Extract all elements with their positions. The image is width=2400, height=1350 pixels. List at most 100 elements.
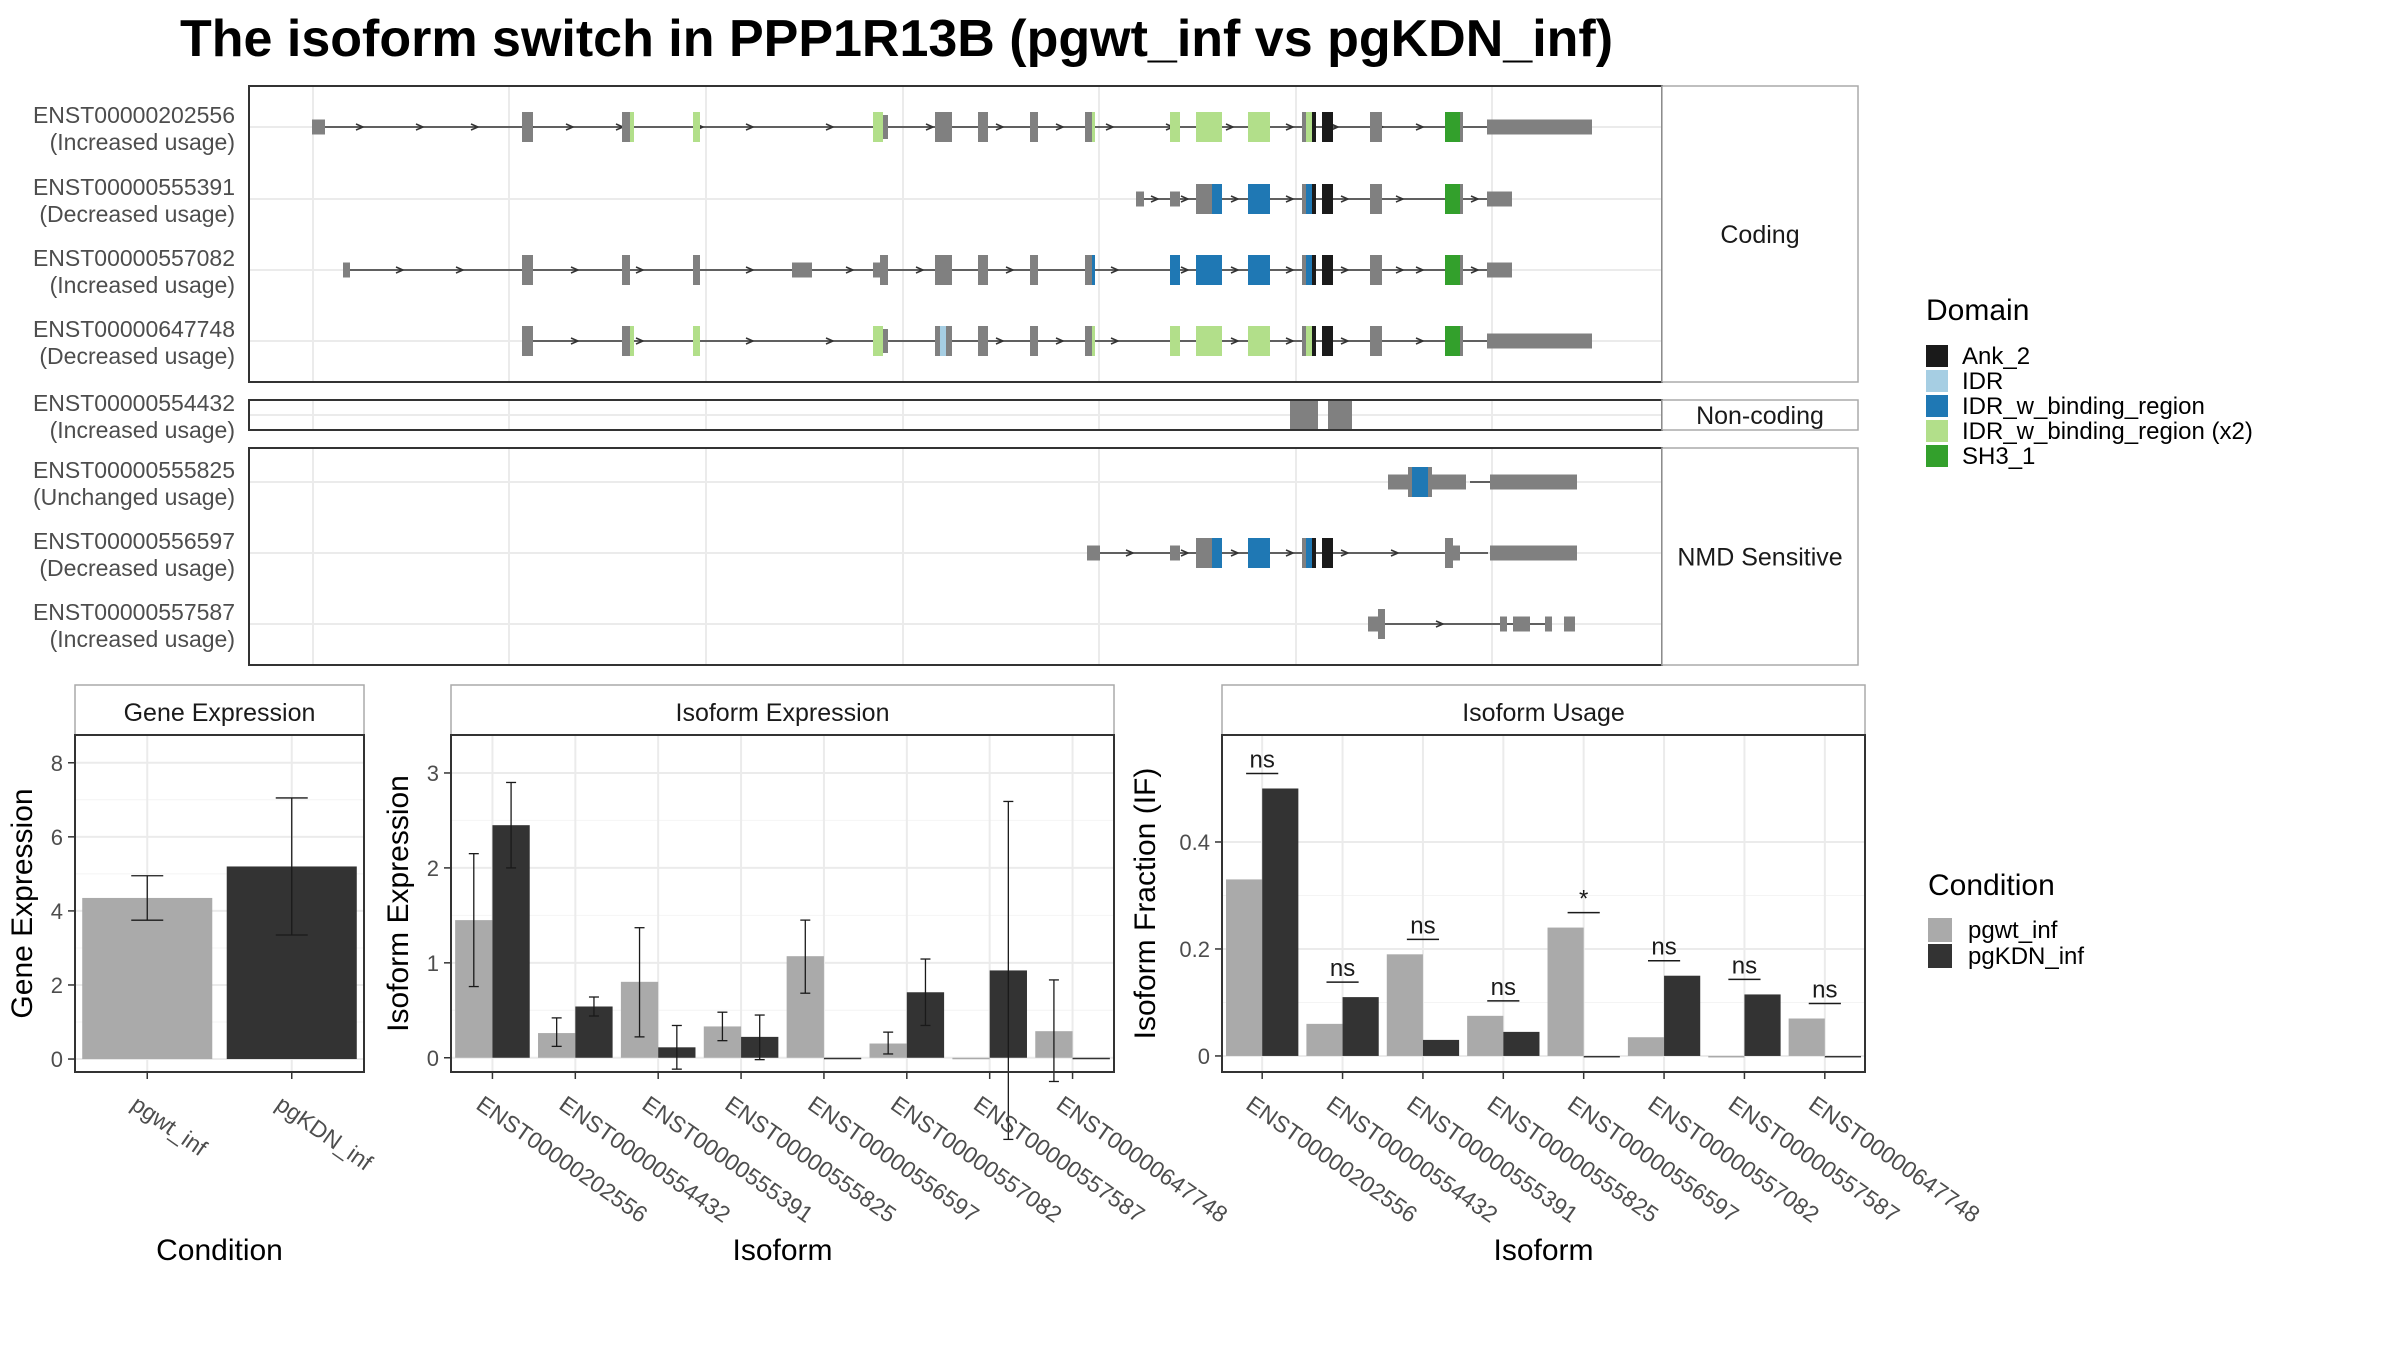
condition-legend-key bbox=[1928, 944, 1952, 968]
transcript-ENST00000557082: ENST00000557082(Increased usage) bbox=[33, 245, 1512, 298]
exon-block bbox=[622, 326, 630, 356]
transcript-group: ENST00000555825(Unchanged usage)ENST0000… bbox=[33, 447, 1859, 666]
x-axis-title: Condition bbox=[156, 1234, 283, 1267]
domain-legend-label: Ank_2 bbox=[1962, 343, 2030, 370]
exon-block bbox=[1248, 112, 1270, 142]
strand-arrow bbox=[1340, 337, 1350, 345]
x-tick-label: pgKDN_inf bbox=[271, 1091, 378, 1176]
exon-block bbox=[1370, 112, 1382, 142]
domain-legend: Domain Ank_2IDRIDR_w_binding_regionIDR_w… bbox=[1926, 294, 2253, 470]
domain-legend-key bbox=[1926, 445, 1948, 467]
strand-arrow bbox=[395, 266, 405, 274]
exon-block bbox=[1453, 545, 1460, 561]
transcript-id-label: ENST00000647748 bbox=[33, 316, 235, 342]
transcript-structure-panel: ENST00000202556 (Increased usage) ENST0000… bbox=[33, 85, 1859, 666]
strand-arrow bbox=[1125, 549, 1135, 557]
bar bbox=[1627, 1037, 1665, 1056]
exon-block bbox=[522, 255, 533, 285]
exon-block bbox=[1564, 616, 1575, 632]
bar bbox=[1708, 1055, 1745, 1058]
exon-block bbox=[1248, 326, 1270, 356]
strand-arrow bbox=[1110, 337, 1120, 345]
strand-arrow bbox=[415, 123, 425, 131]
exon-block bbox=[1248, 255, 1270, 285]
strand-arrow bbox=[1415, 266, 1425, 274]
exon-block bbox=[1388, 474, 1408, 490]
plot-border bbox=[1221, 734, 1866, 1073]
strand-arrow bbox=[1395, 195, 1405, 203]
condition-legend-label: pgwt_inf bbox=[1968, 917, 2058, 944]
transcript-id-label: ENST00000557587 bbox=[33, 599, 235, 625]
exon-block bbox=[630, 326, 634, 356]
exon-block bbox=[1312, 112, 1316, 142]
exon-block bbox=[1092, 326, 1095, 356]
exon-block bbox=[1312, 255, 1316, 285]
domain-legend-label: SH3_1 bbox=[1962, 443, 2035, 470]
bar bbox=[1744, 994, 1781, 1056]
y-tick-label: 4 bbox=[51, 899, 63, 924]
exon-block bbox=[1445, 326, 1460, 356]
exon-block bbox=[1302, 112, 1306, 142]
exon-block bbox=[1170, 255, 1180, 285]
transcript-id-label: ENST00000555391 bbox=[33, 174, 235, 200]
exon-block bbox=[1170, 326, 1180, 356]
y-tick-label: 2 bbox=[51, 973, 63, 998]
exon-block bbox=[1306, 255, 1312, 285]
condition-legend-label: pgKDN_inf bbox=[1968, 943, 2084, 970]
domain-legend-key bbox=[1926, 370, 1948, 392]
strand-arrow bbox=[925, 123, 935, 131]
transcript-usage-label: (Increased usage) bbox=[50, 417, 235, 443]
strand-arrow bbox=[1230, 266, 1240, 274]
exon-block bbox=[1312, 326, 1316, 356]
strand-arrow bbox=[1225, 123, 1235, 131]
strand-arrow bbox=[1285, 549, 1295, 557]
transcript-ENST00000555825: ENST00000555825(Unchanged usage) bbox=[33, 457, 1577, 510]
strand-arrow bbox=[1340, 266, 1350, 274]
significance-label: ns bbox=[1410, 912, 1435, 939]
exon-block bbox=[693, 326, 700, 356]
transcript-id-label: ENST00000555825 bbox=[33, 457, 235, 483]
transcript-ENST00000557587: ENST00000557587(Increased usage) bbox=[33, 599, 1575, 652]
transcript-ENST00000647748: ENST00000647748(Decreased usage) bbox=[33, 316, 1592, 369]
exon-block bbox=[1212, 538, 1222, 568]
transcript-usage-label: (Decreased usage) bbox=[39, 201, 235, 227]
bar bbox=[82, 897, 213, 1060]
plot-border bbox=[450, 734, 1115, 1073]
strand-arrow bbox=[745, 337, 755, 345]
exon-block bbox=[1170, 191, 1180, 207]
exon-block bbox=[1312, 184, 1316, 214]
exon-block bbox=[630, 112, 634, 142]
exon-block bbox=[1136, 191, 1144, 207]
group-label: NMD Sensitive bbox=[1677, 544, 1842, 572]
exon-block bbox=[1085, 112, 1092, 142]
exon-block bbox=[1302, 326, 1306, 356]
strand-arrow bbox=[1180, 549, 1190, 557]
bar bbox=[1262, 788, 1299, 1056]
exon-block bbox=[1432, 474, 1466, 490]
bar bbox=[1788, 1018, 1825, 1056]
exon-block bbox=[1306, 326, 1312, 356]
strand-arrow bbox=[845, 266, 855, 274]
exon-block bbox=[1322, 184, 1333, 214]
exon-block bbox=[1085, 326, 1092, 356]
strand-arrow bbox=[1470, 195, 1480, 203]
transcript-panel-bg bbox=[249, 86, 1662, 382]
strand-arrow bbox=[1390, 549, 1400, 557]
facet-strip bbox=[450, 684, 1115, 736]
exon-block bbox=[1545, 616, 1552, 632]
exon-block bbox=[1368, 616, 1378, 632]
x-tick-label: pgwt_inf bbox=[127, 1091, 213, 1162]
exon-block bbox=[522, 112, 533, 142]
y-tick-label: 2 bbox=[427, 856, 439, 881]
strand-arrow bbox=[1285, 123, 1295, 131]
exon-block bbox=[1196, 326, 1222, 356]
transcript-id-label: ENST00000202556 bbox=[33, 102, 235, 128]
strand-arrow bbox=[1055, 337, 1065, 345]
exon-block bbox=[935, 255, 952, 285]
facet-strip bbox=[1221, 684, 1866, 736]
strand-arrow bbox=[1110, 266, 1120, 274]
strand-arrow bbox=[355, 123, 365, 131]
domain-legend-label: IDR_w_binding_region (x2) bbox=[1962, 418, 2253, 445]
y-tick-label: 6 bbox=[51, 825, 63, 850]
